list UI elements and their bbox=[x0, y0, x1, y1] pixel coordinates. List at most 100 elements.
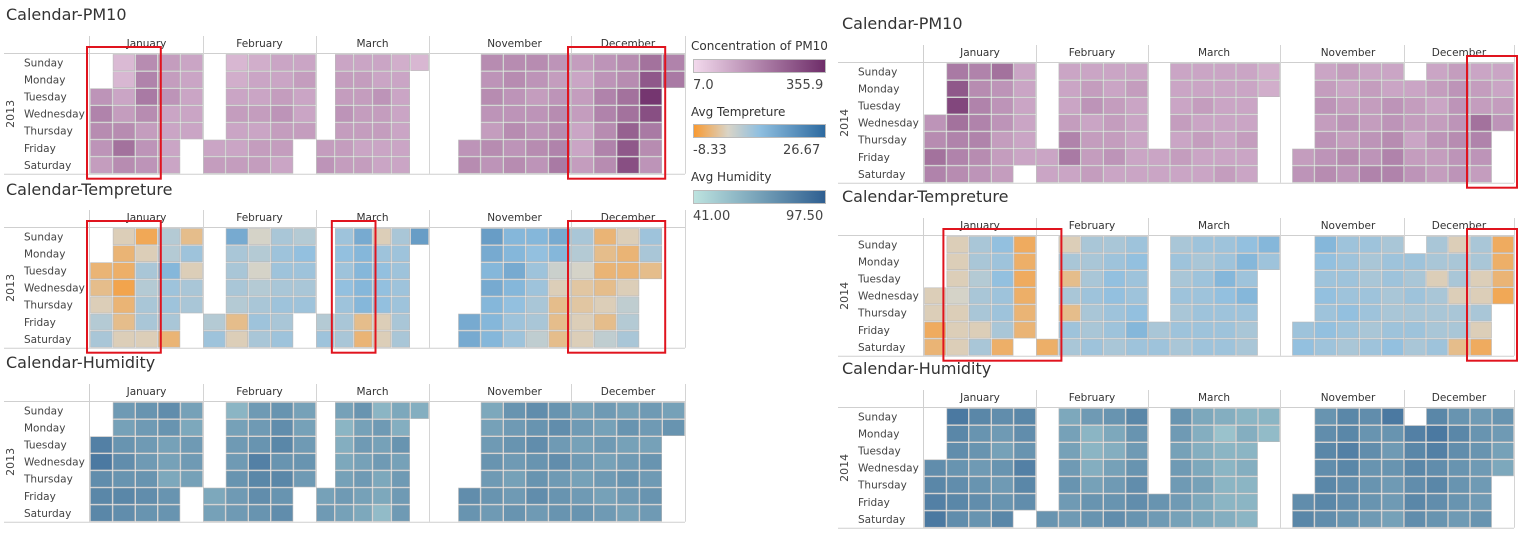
heatmap-cell bbox=[991, 425, 1014, 443]
heatmap-cell bbox=[1103, 236, 1126, 253]
heatmap-cell bbox=[924, 338, 947, 356]
heatmap-cell bbox=[353, 419, 373, 437]
heatmap-cell bbox=[316, 330, 335, 348]
heatmap-cell bbox=[639, 453, 663, 471]
heatmap-cell bbox=[270, 436, 294, 454]
heatmap-panel-1: Sunday Monday Tuesday Wednesday Thursday Frid… bbox=[4, 210, 686, 354]
heatmap-cell bbox=[158, 122, 181, 140]
heatmap-cell bbox=[225, 54, 249, 71]
heatmap-cell bbox=[1148, 493, 1170, 511]
heatmap-cell bbox=[112, 419, 135, 437]
heatmap-cell bbox=[1103, 493, 1126, 511]
heatmap-cell bbox=[946, 236, 969, 253]
heatmap-cell bbox=[1404, 148, 1426, 166]
day-label: Tuesday bbox=[857, 446, 901, 458]
heatmap-cell bbox=[135, 296, 158, 314]
heatmap-cell bbox=[1337, 493, 1360, 511]
heatmap-cell bbox=[1314, 425, 1337, 443]
heatmap-cell bbox=[593, 54, 617, 71]
heatmap-cell bbox=[991, 304, 1014, 322]
heatmap-cell bbox=[1314, 97, 1337, 115]
heatmap-cell bbox=[1081, 338, 1104, 356]
legend-temp-min: -8.33 bbox=[693, 143, 727, 158]
heatmap-cell bbox=[1058, 338, 1081, 356]
heatmap-cell bbox=[968, 270, 991, 288]
heatmap-cell bbox=[503, 228, 526, 245]
heatmap-cell bbox=[1292, 338, 1315, 356]
heatmap-cell bbox=[1448, 408, 1470, 425]
heatmap-cell bbox=[372, 245, 392, 263]
heatmap-cell bbox=[1314, 408, 1337, 425]
heatmap-cell bbox=[1404, 131, 1426, 149]
heatmap-cell bbox=[1058, 408, 1081, 425]
heatmap-cell bbox=[112, 105, 135, 123]
heatmap-cell bbox=[946, 80, 969, 97]
heatmap-cell bbox=[1470, 425, 1492, 443]
heatmap-cell bbox=[248, 330, 271, 348]
heatmap-cell bbox=[1192, 63, 1214, 80]
heatmap-cell bbox=[1381, 80, 1404, 97]
heatmap-cell bbox=[90, 88, 113, 106]
heatmap-cell bbox=[1125, 80, 1148, 97]
heatmap-cell bbox=[410, 228, 429, 245]
heatmap-cell bbox=[353, 436, 373, 454]
heatmap-cell bbox=[1125, 165, 1148, 183]
heatmap-cell bbox=[1426, 114, 1448, 132]
heatmap-cell bbox=[293, 71, 316, 88]
heatmap-cell bbox=[112, 245, 135, 263]
heatmap-cell bbox=[1214, 270, 1236, 288]
heatmap-cell bbox=[968, 425, 991, 443]
heatmap-cell bbox=[270, 156, 294, 174]
heatmap-cell bbox=[270, 453, 294, 471]
heatmap-cell bbox=[968, 304, 991, 322]
heatmap-cell bbox=[270, 419, 294, 437]
heatmap-cell bbox=[639, 156, 663, 174]
heatmap-cell bbox=[503, 88, 526, 106]
heatmap-cell bbox=[1337, 338, 1360, 356]
heatmap-cell bbox=[1404, 80, 1426, 97]
heatmap-cell bbox=[1214, 253, 1236, 271]
heatmap-cell bbox=[548, 139, 571, 157]
heatmap-cell bbox=[1103, 459, 1126, 477]
heatmap-cell bbox=[293, 402, 316, 419]
heatmap-cell bbox=[1214, 165, 1236, 183]
heatmap-cell bbox=[946, 287, 969, 305]
heatmap-cell bbox=[1404, 270, 1426, 288]
heatmap-cell bbox=[1058, 97, 1081, 115]
heatmap-cell bbox=[616, 313, 640, 331]
heatmap-cell bbox=[571, 330, 594, 348]
heatmap-cell bbox=[1359, 425, 1382, 443]
heatmap-cell bbox=[90, 453, 113, 471]
heatmap-cell bbox=[248, 487, 271, 505]
heatmap-cell bbox=[293, 470, 316, 488]
heatmap-cell bbox=[335, 296, 354, 314]
heatmap-cell bbox=[968, 510, 991, 528]
heatmap-cell bbox=[480, 487, 504, 505]
heatmap-cell bbox=[571, 122, 594, 140]
heatmap-cell bbox=[1103, 510, 1126, 528]
day-label: Friday bbox=[858, 325, 890, 337]
heatmap-cell bbox=[391, 122, 410, 140]
heatmap-cell bbox=[391, 487, 410, 505]
heatmap-cell bbox=[158, 419, 181, 437]
year-label: 2013 bbox=[4, 100, 17, 128]
heatmap-cell bbox=[1081, 80, 1104, 97]
heatmap-cell bbox=[353, 313, 373, 331]
heatmap-cell bbox=[1214, 131, 1236, 149]
heatmap-cell bbox=[991, 287, 1014, 305]
heatmap-cell bbox=[1470, 510, 1492, 528]
heatmap-cell bbox=[335, 330, 354, 348]
heatmap-cell bbox=[639, 470, 663, 488]
heatmap-cell bbox=[248, 436, 271, 454]
year-label: 2014 bbox=[838, 109, 851, 137]
heatmap-cell bbox=[372, 139, 392, 157]
heatmap-cell bbox=[353, 122, 373, 140]
heatmap-cell bbox=[571, 419, 594, 437]
heatmap-cell bbox=[353, 262, 373, 280]
heatmap-cell bbox=[90, 122, 113, 140]
heatmap-cell bbox=[1470, 236, 1492, 253]
heatmap-cell bbox=[571, 262, 594, 280]
heatmap-cell bbox=[593, 139, 617, 157]
heatmap-cell bbox=[548, 453, 571, 471]
heatmap-cell bbox=[548, 279, 571, 297]
